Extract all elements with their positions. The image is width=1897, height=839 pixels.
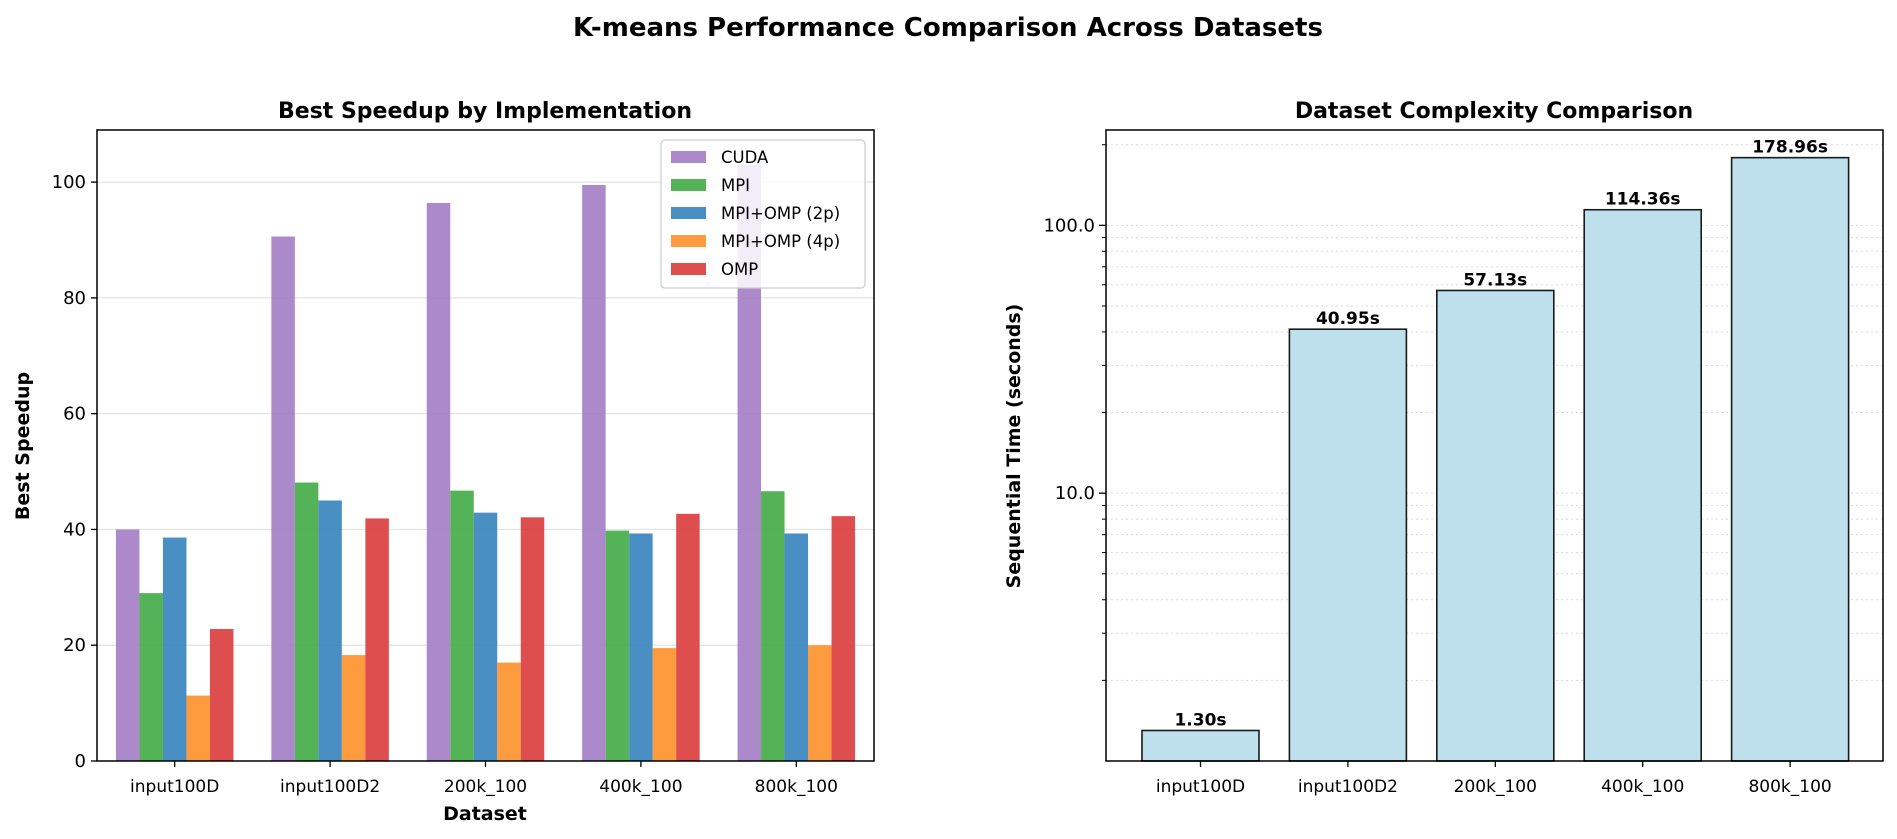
y-tick-label: 0 [75, 751, 86, 772]
bar-400k-100 [1583, 208, 1702, 762]
right-y-axis: 10.0 100.0 [1043, 144, 1106, 681]
bar-omp-200k-100 [520, 517, 545, 761]
bar-mpi-omp-4p--200k-100 [497, 662, 521, 761]
y-tick-label: 100 [52, 172, 86, 193]
data-label: 40.95s [1316, 309, 1380, 329]
right-bars: 1.30s 40.95s 57.13s 114.36s 178.96s [1141, 138, 1850, 762]
legend-label: OMP [721, 260, 758, 279]
y-tick-label: 60 [63, 404, 86, 425]
bar-omp-800k-100 [831, 516, 856, 761]
bar-input100d [1141, 729, 1260, 762]
x-tick-label: 800k_100 [1748, 777, 1831, 797]
x-tick-label: 800k_100 [755, 777, 838, 797]
bar-800k-100 [1730, 156, 1850, 762]
left-chart-title: Best Speedup by Implementation [278, 99, 692, 124]
bar-mpi-omp-4p--400k-100 [652, 648, 677, 761]
x-tick-label: input100D2 [1298, 777, 1398, 797]
bar-mpi-omp-2p--input100d2 [318, 500, 342, 761]
figure-title: K-means Performance Comparison Across Da… [573, 13, 1323, 43]
legend-swatch [671, 207, 706, 219]
legend-swatch [671, 151, 706, 163]
legend-swatch [671, 263, 706, 275]
bar-omp-input100d [209, 629, 234, 761]
left-y-axis-label: Best Speedup [12, 372, 34, 520]
legend-label: MPI [721, 176, 750, 195]
bar-omp-400k-100 [676, 513, 700, 761]
legend-frame [660, 139, 866, 289]
y-tick-label: 10.0 [1055, 483, 1095, 504]
legend-swatch [671, 179, 706, 191]
bar-mpi-omp-4p--800k-100 [808, 645, 832, 761]
right-y-axis-label: Sequential Time (seconds) [1003, 304, 1025, 589]
right-chart: Dataset Complexity Comparison 1.30s 40.95… [1003, 99, 1884, 797]
y-tick-label: 100.0 [1043, 215, 1095, 236]
data-label: 178.96s [1752, 138, 1828, 158]
left-x-axis-label: Dataset [443, 803, 527, 825]
left-y-axis: 0 20 40 60 80 100 [52, 172, 97, 772]
bar-mpi-input100d [139, 593, 163, 761]
left-bars [115, 164, 856, 761]
left-x-axis: input100D input100D2 200k_100 400k_100 800k_… [130, 761, 838, 797]
bar-mpi-omp-2p--200k-100 [473, 512, 498, 761]
data-label: 57.13s [1463, 270, 1527, 290]
bar-cuda-200k-100 [426, 202, 451, 761]
legend-label: MPI+OMP (2p) [721, 204, 840, 223]
bar-mpi-omp-2p--400k-100 [629, 533, 653, 761]
bar-cuda-input100d [115, 529, 140, 761]
x-tick-label: input100D2 [280, 777, 380, 797]
bar-omp-input100d2 [365, 518, 389, 761]
bar-mpi-input100d2 [294, 482, 319, 761]
x-tick-label: input100D [1156, 777, 1245, 797]
bar-cuda-input100d2 [271, 236, 295, 761]
bar-mpi-omp-2p--input100d [162, 537, 187, 761]
bar-200k-100 [1436, 289, 1555, 762]
data-label: 1.30s [1174, 710, 1226, 730]
x-tick-label: 400k_100 [1601, 777, 1684, 797]
bar-input100d2 [1288, 328, 1408, 762]
bar-mpi-400k-100 [605, 530, 630, 761]
y-tick-label: 80 [63, 288, 86, 309]
data-label: 114.36s [1605, 190, 1681, 210]
x-tick-label: 400k_100 [599, 777, 682, 797]
bar-mpi-200k-100 [450, 490, 474, 761]
x-tick-label: 200k_100 [444, 777, 527, 797]
x-tick-label: 200k_100 [1454, 777, 1537, 797]
y-tick-label: 20 [63, 635, 86, 656]
bar-mpi-800k-100 [761, 491, 785, 761]
bar-cuda-400k-100 [582, 184, 606, 761]
right-chart-title: Dataset Complexity Comparison [1295, 99, 1693, 124]
bar-mpi-omp-4p--input100d2 [341, 655, 366, 761]
x-tick-label: input100D [130, 777, 219, 797]
left-chart: Best Speedup by Implementation 0 20 40 60 80… [12, 99, 875, 825]
y-tick-label: 40 [63, 519, 86, 540]
bar-mpi-omp-4p--input100d [186, 695, 210, 761]
left-legend: CUDA MPI MPI+OMP (2p) MPI+OMP (4p) OMP [660, 139, 866, 289]
right-x-axis: input100D input100D2 200k_100 400k_100 800k_… [1156, 761, 1832, 797]
legend-label: CUDA [721, 148, 769, 167]
legend-swatch [671, 235, 706, 247]
bar-mpi-omp-2p--800k-100 [784, 533, 809, 761]
bar-cuda-800k-100 [737, 164, 762, 761]
right-plot-frame [1105, 129, 1884, 762]
legend-label: MPI+OMP (4p) [721, 232, 840, 251]
